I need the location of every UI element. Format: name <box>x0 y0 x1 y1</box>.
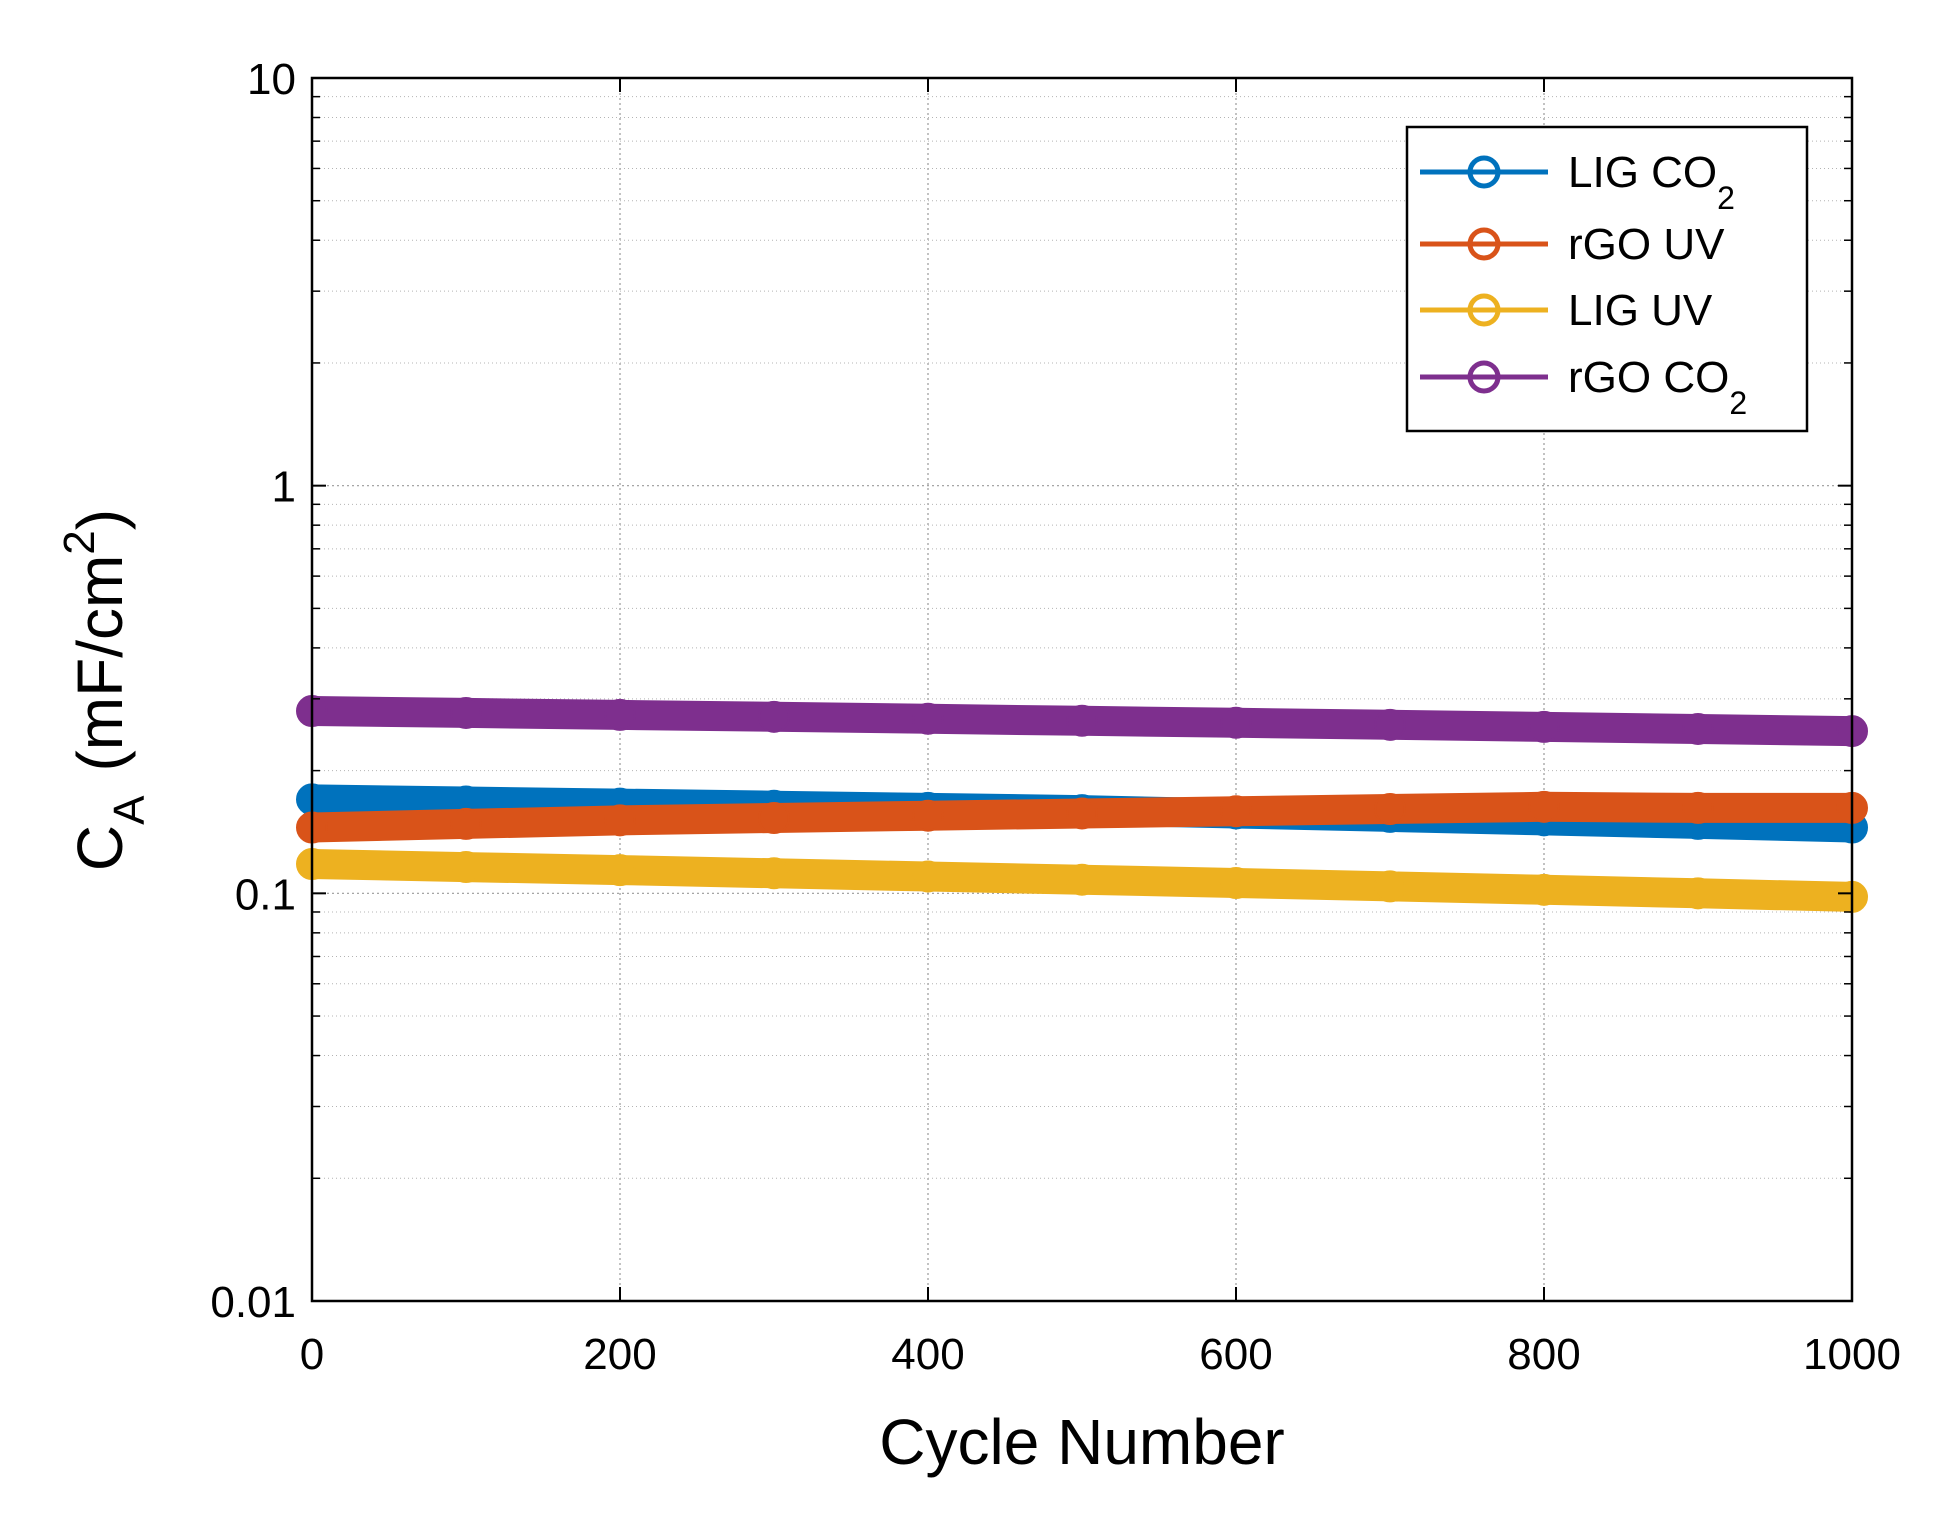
data-point <box>1374 708 1406 741</box>
data-point <box>912 860 944 893</box>
legend-label-name: LIG CO <box>1568 148 1717 197</box>
data-point <box>1528 790 1560 823</box>
data-point <box>1220 795 1252 828</box>
tick-marks <box>311 77 1853 1302</box>
legend-label-name: rGO CO <box>1568 353 1729 402</box>
legend-label: LIG UV <box>1568 286 1713 335</box>
data-point <box>1682 791 1714 824</box>
grid <box>312 78 1852 1301</box>
series-rgo-uv <box>296 790 1868 844</box>
legend-marker <box>1467 227 1501 261</box>
y-tick-label: 0.1 <box>235 870 296 919</box>
y-tick-label: 10 <box>247 55 296 104</box>
legend-item: LIG CO2 <box>1420 148 1735 216</box>
data-point <box>912 799 944 832</box>
data-point <box>450 696 482 729</box>
legend-label: rGO UV <box>1568 220 1725 269</box>
data-point <box>1220 867 1252 900</box>
legend-label: LIG CO2 <box>1568 148 1735 216</box>
legend-item: rGO CO2 <box>1420 353 1747 421</box>
legend-label: rGO CO2 <box>1568 353 1747 421</box>
data-point <box>1682 877 1714 910</box>
x-tick-label: 800 <box>1507 1330 1580 1379</box>
y-axis-unit-suffix: ) <box>64 509 136 530</box>
data-point <box>1528 710 1560 743</box>
legend-item: rGO UV <box>1420 220 1725 269</box>
legend-marker <box>1467 155 1501 189</box>
data-point <box>450 851 482 884</box>
legend-label-sub: 2 <box>1729 385 1747 421</box>
data-point <box>1220 706 1252 739</box>
series-layer <box>296 695 1868 913</box>
legend-label-sub: 2 <box>1717 180 1735 216</box>
x-tick-label: 200 <box>583 1330 656 1379</box>
data-point <box>1374 793 1406 826</box>
x-tick-label: 0 <box>300 1330 324 1379</box>
legend-marker <box>1467 360 1501 394</box>
y-axis-unit-sup: 2 <box>55 530 104 554</box>
y-tick-labels: 0.01 0.1 1 10 <box>210 55 296 1327</box>
x-tick-label: 600 <box>1199 1330 1272 1379</box>
data-point <box>1374 870 1406 903</box>
data-point <box>1066 863 1098 896</box>
y-axis-unit-prefix: (mF/cm <box>64 555 136 772</box>
y-tick-label: 1 <box>272 463 296 512</box>
x-tick-label: 1000 <box>1803 1330 1901 1379</box>
x-tick-labels: 0 200 400 600 800 1000 <box>300 1330 1901 1379</box>
y-tick-label: 0.01 <box>210 1278 296 1327</box>
data-point <box>604 854 636 887</box>
data-point <box>450 807 482 840</box>
data-point <box>758 857 790 890</box>
legend-label-name: rGO UV <box>1568 220 1725 269</box>
data-point <box>1682 712 1714 745</box>
y-axis-title: CA (mF/cm2) <box>55 509 154 871</box>
data-point <box>1528 873 1560 906</box>
legend-label-name: LIG UV <box>1568 286 1713 335</box>
plot-frame <box>310 76 1854 1303</box>
series-lig-uv <box>296 848 1868 913</box>
data-point <box>758 700 790 733</box>
legend-item: LIG UV <box>1420 286 1713 335</box>
data-point <box>604 698 636 731</box>
data-point <box>912 702 944 735</box>
data-point <box>1066 704 1098 737</box>
data-point <box>604 804 636 837</box>
x-tick-label: 400 <box>891 1330 964 1379</box>
y-axis-symbol: C <box>64 825 136 871</box>
y-axis-symbol-sub: A <box>105 795 154 825</box>
x-axis-title: Cycle Number <box>879 1406 1284 1478</box>
data-point <box>1066 797 1098 830</box>
legend-marker <box>1467 293 1501 327</box>
data-point <box>758 802 790 835</box>
